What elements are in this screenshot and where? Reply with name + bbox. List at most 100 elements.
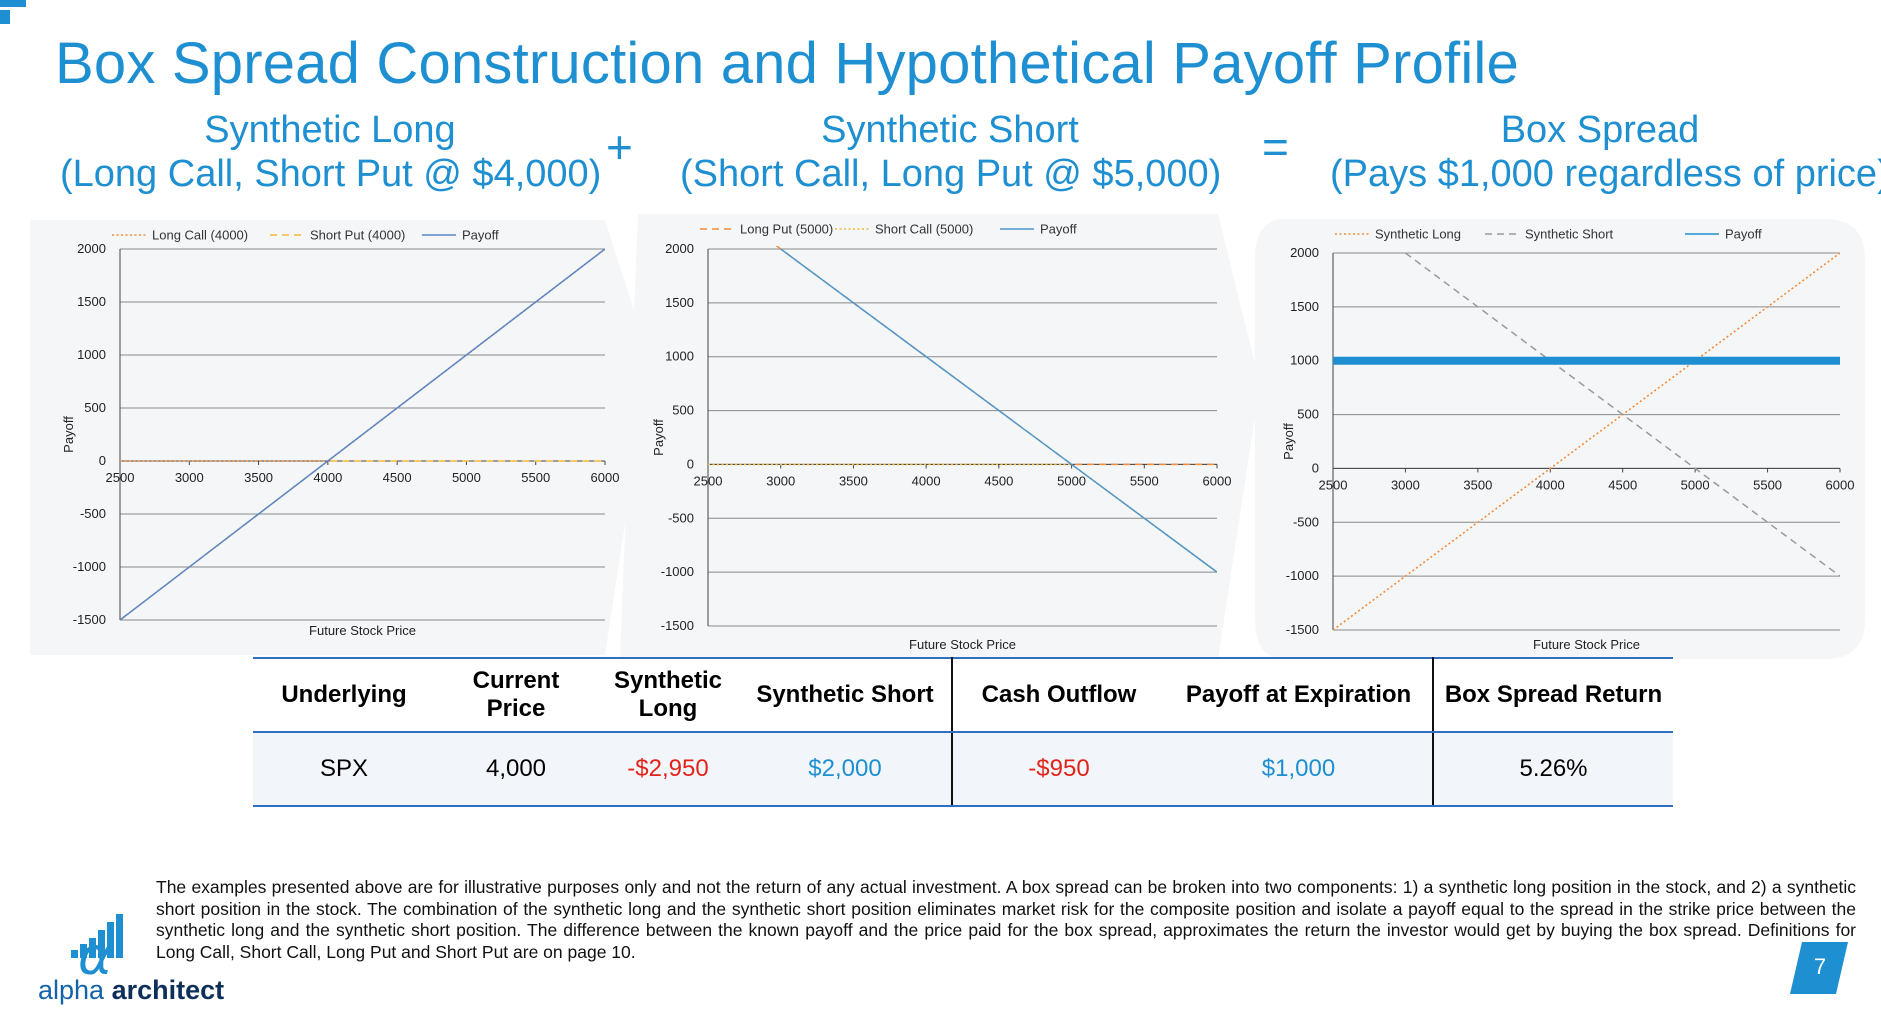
brand-name: alpha architect <box>38 975 224 1006</box>
header-underlying: Underlying <box>253 657 435 733</box>
summary-table: Underlying Current Price Synthetic Long … <box>253 657 1673 807</box>
y-tick-label: 2000 <box>665 241 694 256</box>
page-number: 7 <box>1813 954 1827 979</box>
x-tick-label: 4000 <box>313 470 342 485</box>
x-tick-label: 5500 <box>521 470 550 485</box>
x-axis-title: Future Stock Price <box>309 623 416 638</box>
svg-text:α: α <box>78 927 112 987</box>
y-tick-label: 2000 <box>1290 245 1319 260</box>
x-tick-label: 3500 <box>244 470 273 485</box>
y-tick-label: 0 <box>1312 460 1319 475</box>
y-tick-label: 1500 <box>1290 299 1319 314</box>
subheading-synthetic-short: Synthetic Short (Short Call, Long Put @ … <box>680 108 1221 196</box>
x-tick-label: 3500 <box>839 473 868 488</box>
chart-synthetic-short: 2000 1500 1000 500 0 -500 -1000 -1500 2500 3000 35… <box>620 214 1260 659</box>
header-synthetic-short: Synthetic Short <box>739 657 953 733</box>
y-tick-label: -1500 <box>73 612 106 627</box>
x-tick-label: 4000 <box>912 473 941 488</box>
cell-cash-outflow: -$950 <box>952 732 1165 807</box>
y-tick-label: 1500 <box>77 294 106 309</box>
header-cash-outflow: Cash Outflow <box>952 657 1165 733</box>
cell-synthetic-short: $2,000 <box>739 732 953 807</box>
x-tick-label: 4500 <box>1608 477 1637 492</box>
y-tick-label: 500 <box>1297 407 1319 422</box>
header-payoff-at-expiration: Payoff at Expiration <box>1165 657 1434 733</box>
y-tick-label: -1000 <box>661 564 694 579</box>
header-current-price: Current Price <box>435 657 597 733</box>
subheading-box-spread-detail: (Pays $1,000 regardless of price) <box>1330 153 1881 195</box>
y-axis-title: Payoff <box>61 416 76 453</box>
series-line-3 <box>120 248 605 621</box>
x-tick-label: 5000 <box>1057 473 1086 488</box>
series-line-2 <box>1404 252 1840 577</box>
legend-label: Long Put (5000) <box>740 222 833 237</box>
y-tick-label: 0 <box>687 456 694 471</box>
legend-label: Payoff <box>1725 227 1762 242</box>
y-tick-label: 1500 <box>665 295 694 310</box>
plus-operator: + <box>606 121 633 173</box>
x-tick-label: 5000 <box>452 470 481 485</box>
subheading-box-spread: Box Spread (Pays $1,000 regardless of pr… <box>1330 108 1881 196</box>
chart-box-spread: 2000 1500 1000 500 0 -500 -1000 -1500 2500 3000 35… <box>1250 219 1865 659</box>
series-line-1 <box>1333 252 1840 631</box>
x-tick-label: 3000 <box>766 473 795 488</box>
y-tick-label: 1000 <box>1290 353 1319 368</box>
legend-label: Payoff <box>462 228 499 243</box>
header-box-spread-return: Box Spread Return <box>1433 657 1673 733</box>
chart-background <box>620 214 1260 659</box>
cell-payoff-at-expiration: $1,000 <box>1165 732 1434 807</box>
x-tick-label: 4000 <box>1536 477 1565 492</box>
subheading-synthetic-short-title: Synthetic Short <box>821 109 1079 151</box>
y-tick-label: 2000 <box>77 241 106 256</box>
legend-label: Synthetic Short <box>1525 227 1614 242</box>
y-tick-label: 500 <box>672 403 694 418</box>
series-line-3 <box>780 248 1217 573</box>
x-tick-label: 6000 <box>591 470 620 485</box>
chart-background <box>30 220 645 655</box>
x-tick-label: 5000 <box>1681 477 1710 492</box>
page-title: Box Spread Construction and Hypothetical… <box>55 31 1519 96</box>
x-tick-label: 6000 <box>1826 477 1855 492</box>
y-tick-label: 0 <box>99 453 106 468</box>
y-tick-label: -1500 <box>1286 622 1319 637</box>
chart-background <box>1255 219 1865 659</box>
equals-operator: = <box>1262 121 1289 173</box>
table-row: SPX 4,000 -$2,950 $2,000 -$950 $1,000 5.… <box>253 732 1673 807</box>
x-tick-label: 4500 <box>383 470 412 485</box>
x-tick-label: 4500 <box>984 473 1013 488</box>
y-tick-label: -1000 <box>73 559 106 574</box>
legend-label: Payoff <box>1040 222 1077 237</box>
cell-underlying: SPX <box>253 732 435 807</box>
x-tick-label: 3000 <box>175 470 204 485</box>
x-axis-title: Future Stock Price <box>1533 637 1640 652</box>
legend-label: Short Put (4000) <box>310 228 405 243</box>
y-tick-label: 500 <box>84 400 106 415</box>
subheading-box-spread-title: Box Spread <box>1500 109 1700 151</box>
y-tick-label: -500 <box>80 506 106 521</box>
y-axis-title: Payoff <box>1281 423 1296 460</box>
y-tick-label: -500 <box>1293 514 1319 529</box>
table-header-row: Underlying Current Price Synthetic Long … <box>253 657 1673 733</box>
brand-name-alpha: alpha <box>38 975 105 1005</box>
brand-name-architect: architect <box>111 975 225 1005</box>
x-tick-label: 2500 <box>1319 477 1348 492</box>
x-axis-title: Future Stock Price <box>909 637 1016 652</box>
y-tick-label: -500 <box>668 510 694 525</box>
chart-synthetic-long: 2000 1500 1000 500 0 -500 -1000 -1500 2500 3000 35… <box>30 220 645 655</box>
legend-label: Long Call (4000) <box>152 228 248 243</box>
subheading-synthetic-long-title: Synthetic Long <box>204 109 456 151</box>
y-tick-label: 1000 <box>77 347 106 362</box>
cell-current-price: 4,000 <box>435 732 597 807</box>
x-tick-label: 3500 <box>1463 477 1492 492</box>
disclaimer-text: The examples presented above are for ill… <box>156 877 1856 962</box>
y-tick-label: -1500 <box>661 618 694 633</box>
x-tick-label: 2500 <box>106 470 135 485</box>
alpha-architect-logo-icon: α <box>71 914 123 987</box>
x-tick-label: 3000 <box>1391 477 1420 492</box>
x-tick-label: 5500 <box>1753 477 1782 492</box>
subheading-synthetic-long-detail: (Long Call, Short Put @ $4,000) <box>60 153 602 195</box>
header-synthetic-long: Synthetic Long <box>597 657 739 733</box>
